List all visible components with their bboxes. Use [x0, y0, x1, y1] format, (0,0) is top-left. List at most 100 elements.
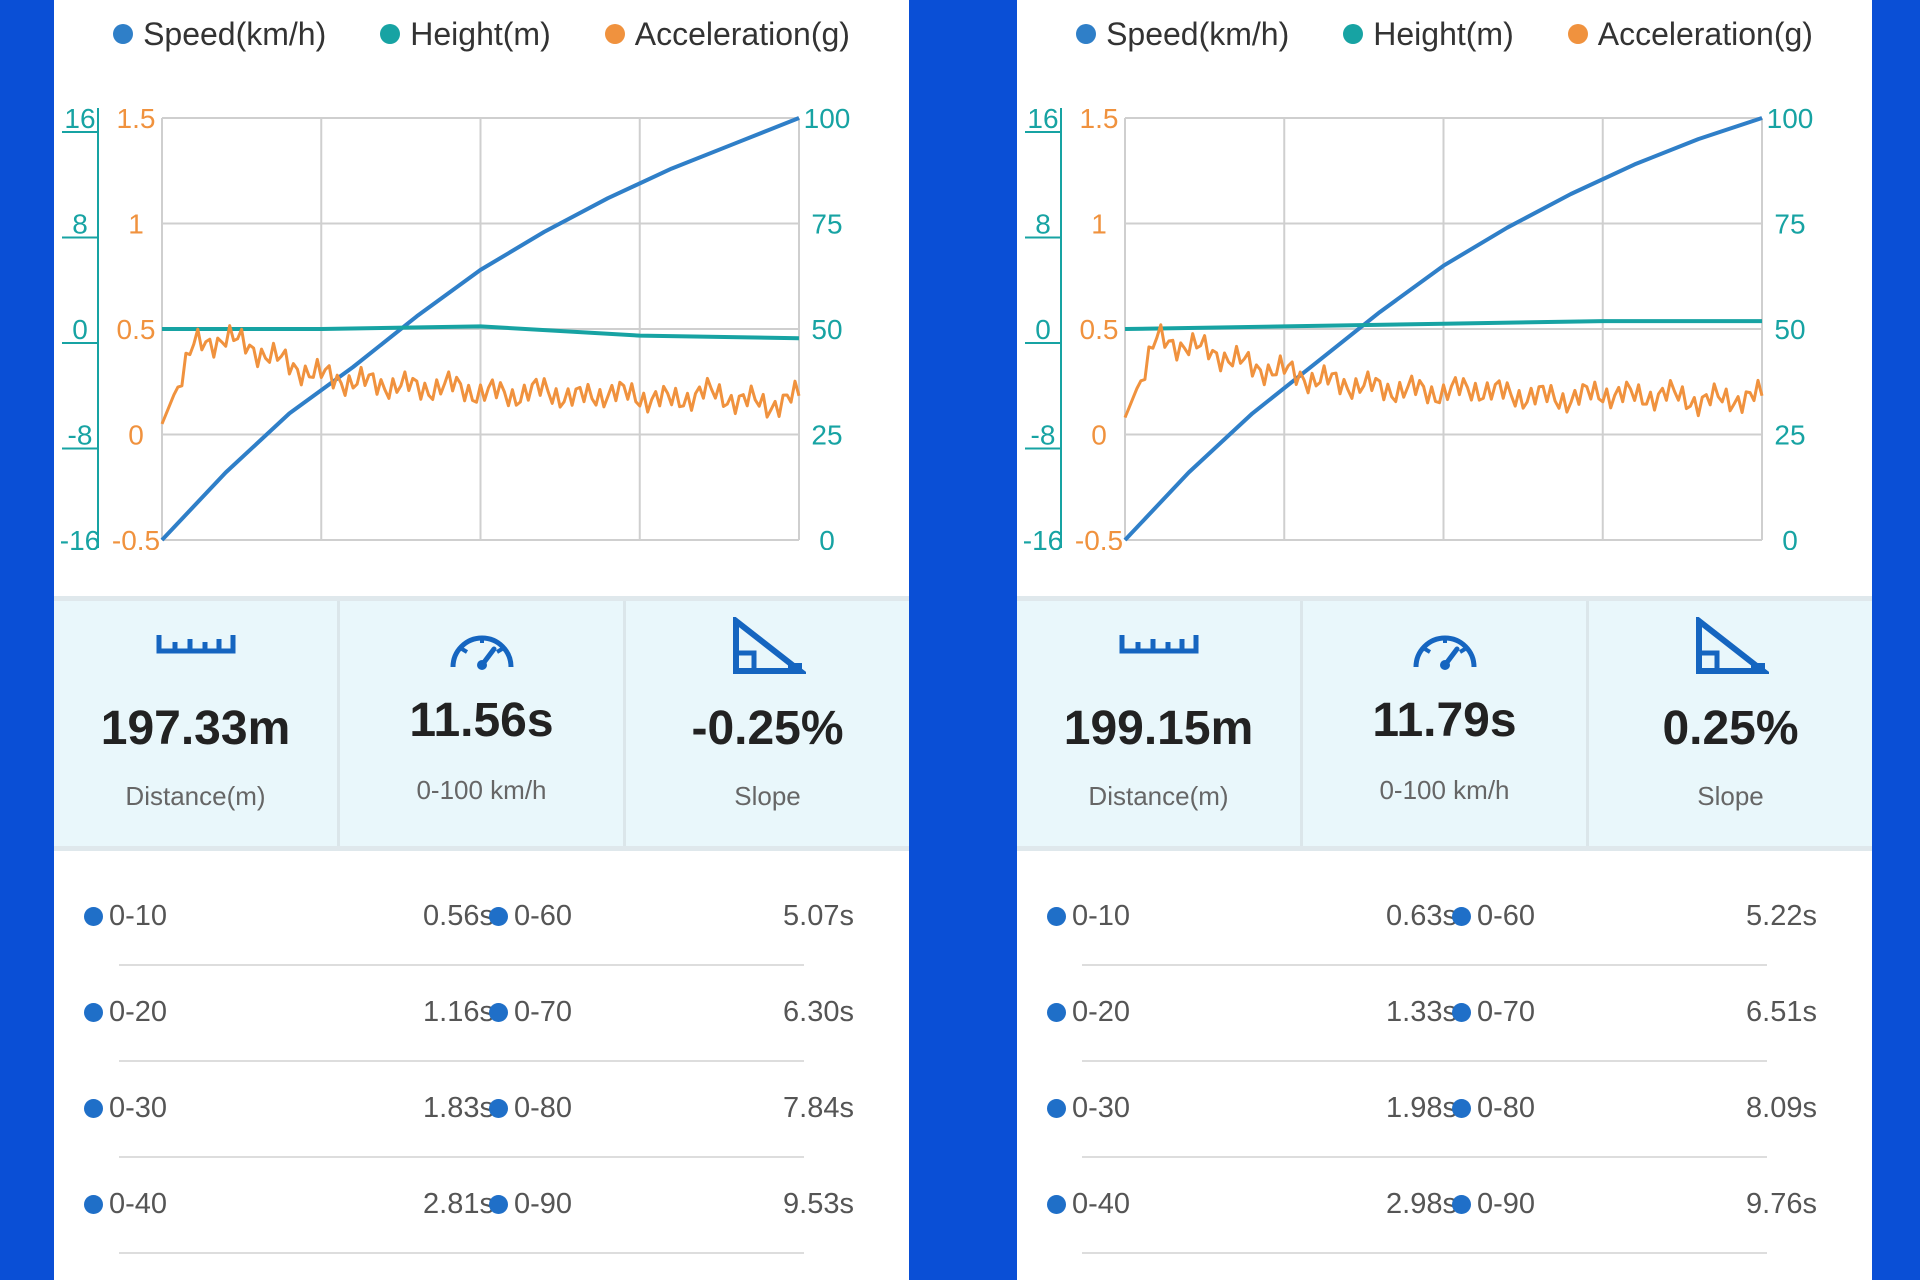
legend-height: Height(m): [1343, 15, 1514, 53]
distance-value: 199.15m: [1063, 702, 1254, 755]
legend-speed-label: Speed(km/h): [143, 15, 327, 52]
split-label: 0-10: [109, 900, 168, 932]
acceleration-tick-label: 1.5: [1080, 103, 1119, 134]
time-value: 11.79s: [1372, 694, 1517, 747]
height-dot-icon: [380, 24, 401, 44]
split-label: 0-10: [1072, 900, 1131, 932]
bullet-icon: [84, 1195, 103, 1214]
acceleration-tick-label: 0.5: [1080, 314, 1119, 345]
split-row: 0-10 0.63s 0-60 5.22s: [1017, 870, 1872, 966]
split-value: 0.63s: [1386, 900, 1457, 932]
acceleration-tick-label: -0.5: [112, 525, 160, 550]
speed-tick-label: 50: [811, 314, 842, 345]
speed-dot-icon: [113, 24, 134, 44]
legend-speed: Speed(km/h): [1076, 16, 1289, 53]
split-label: 0-90: [514, 1188, 573, 1220]
legend-height: Height(m): [380, 15, 551, 53]
height-tick-label: 16: [64, 103, 95, 134]
height-tick-label: 0: [1035, 314, 1051, 345]
height-tick-label: -16: [60, 525, 100, 550]
slope-icon: [730, 614, 809, 682]
legend-height-label: Height(m): [1373, 15, 1514, 52]
speed-tick-label: 100: [804, 103, 851, 134]
speed-tick-label: 0: [819, 525, 835, 550]
stat-time: 11.79s 0-100 km/h: [1303, 601, 1589, 846]
split-label: 0-20: [109, 996, 168, 1028]
speed-tick-label: 25: [1774, 420, 1805, 451]
legend-speed-label: Speed(km/h): [1106, 15, 1290, 52]
bullet-icon: [1452, 907, 1471, 926]
acceleration-series-line: [1123, 323, 1764, 419]
split-label: 0-80: [514, 1092, 573, 1124]
split-value: 9.76s: [1746, 1188, 1817, 1220]
split-label: 0-30: [109, 1092, 168, 1124]
split-value: 1.83s: [423, 1092, 494, 1124]
split-label: 0-30: [1072, 1092, 1131, 1124]
split-value: 6.51s: [1746, 996, 1817, 1028]
speed-tick-label: 50: [1774, 314, 1805, 345]
split-value: 5.07s: [783, 900, 854, 932]
acceleration-tick-label: 1: [1091, 209, 1107, 240]
distance-value: 197.33m: [100, 702, 291, 755]
acceleration-tick-label: 0: [128, 420, 144, 451]
stats-bar: 199.15m Distance(m) 11.79s 0-100 km/h 0.…: [1017, 596, 1872, 851]
split-row: 0-40 2.81s 0-90 9.53s: [54, 1158, 909, 1254]
height-tick-label: 8: [1035, 209, 1051, 240]
split-value: 0.56s: [423, 900, 494, 932]
split-row: 0-20 1.33s 0-70 6.51s: [1017, 966, 1872, 1062]
slope-icon: [1693, 614, 1772, 682]
bullet-icon: [1452, 1003, 1471, 1022]
height-series-line: [162, 324, 800, 341]
result-panel-right: Speed(km/h) Height(m) Acceleration(g) 16…: [1017, 0, 1872, 1280]
stats-bar: 197.33m Distance(m) 11.56s 0-100 km/h -0…: [54, 596, 909, 851]
height-tick-label: -8: [68, 420, 93, 451]
speed-series-line: [1123, 116, 1763, 542]
acceleration-series-line: [160, 324, 801, 425]
legend-acceleration-label: Acceleration(g): [1597, 15, 1813, 52]
split-value: 6.30s: [783, 996, 854, 1028]
time-label: 0-100 km/h: [416, 775, 547, 805]
time-label: 0-100 km/h: [1379, 775, 1510, 805]
legend-acceleration: Acceleration(g): [604, 15, 850, 53]
split-row: 0-10 0.56s 0-60 5.07s: [54, 870, 909, 966]
split-label: 0-70: [514, 996, 573, 1028]
bullet-icon: [1452, 1099, 1471, 1118]
split-row: 0-40 2.98s 0-90 9.76s: [1017, 1158, 1872, 1254]
height-tick-label: 0: [72, 314, 88, 345]
speed-tick-label: 75: [811, 209, 842, 240]
stat-slope: 0.25% Slope: [1589, 601, 1872, 846]
legend-acceleration-label: Acceleration(g): [634, 15, 850, 52]
time-value: 11.56s: [409, 694, 554, 747]
height-tick-label: 16: [1027, 103, 1058, 134]
split-value: 5.22s: [1746, 900, 1817, 932]
bullet-icon: [489, 1099, 508, 1118]
result-panel-left: Speed(km/h) Height(m) Acceleration(g) 16…: [54, 0, 909, 1280]
bullet-icon: [1047, 1195, 1066, 1214]
height-tick-label: 8: [72, 209, 88, 240]
split-value: 1.33s: [1386, 996, 1457, 1028]
height-series-line: [1124, 319, 1762, 331]
distance-label: Distance(m): [1088, 781, 1229, 811]
speedometer-icon: [447, 623, 517, 678]
speedometer-icon: [1410, 623, 1480, 678]
height-dot-icon: [1343, 24, 1364, 44]
split-value: 2.98s: [1386, 1188, 1457, 1220]
slope-value: 0.25%: [1662, 702, 1799, 755]
stat-distance: 197.33m Distance(m): [54, 601, 340, 846]
split-value: 9.53s: [783, 1188, 854, 1220]
height-tick-label: -8: [1031, 420, 1056, 451]
chart-legend: Speed(km/h) Height(m) Acceleration(g): [54, 14, 909, 54]
legend-height-label: Height(m): [410, 15, 551, 52]
split-label: 0-60: [1477, 900, 1536, 932]
split-row: 0-20 1.16s 0-70 6.30s: [54, 966, 909, 1062]
bullet-icon: [489, 1195, 508, 1214]
ruler-icon: [156, 627, 236, 662]
split-label: 0-90: [1477, 1188, 1536, 1220]
speed-tick-label: 0: [1782, 525, 1798, 550]
stat-distance: 199.15m Distance(m): [1017, 601, 1303, 846]
split-row: 0-30 1.83s 0-80 7.84s: [54, 1062, 909, 1158]
bullet-icon: [1047, 1099, 1066, 1118]
distance-label: Distance(m): [125, 781, 266, 811]
bullet-icon: [489, 907, 508, 926]
slope-label: Slope: [734, 781, 801, 811]
